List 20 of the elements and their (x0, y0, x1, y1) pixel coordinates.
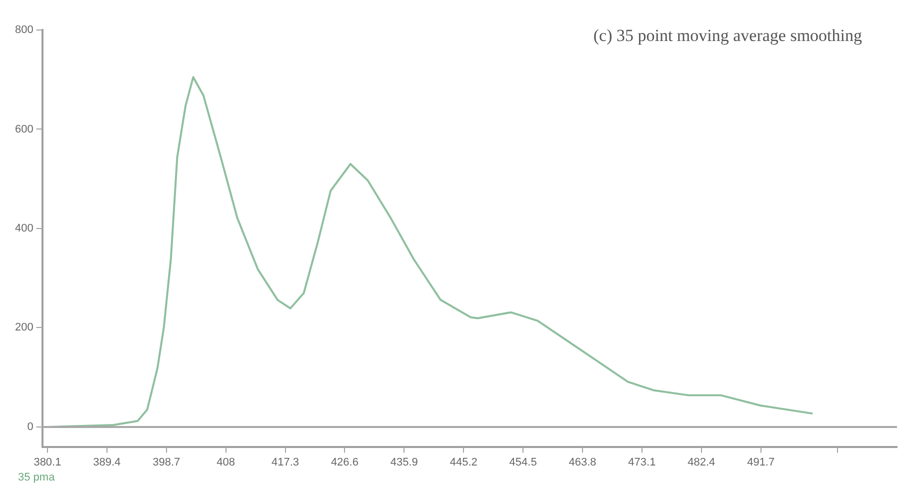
x-tick-label: 417.3 (271, 456, 300, 468)
x-tick-label: 463.8 (568, 456, 596, 468)
y-tick-label: 800 (14, 24, 34, 36)
y-tick-label: 200 (14, 322, 34, 334)
x-tick-label: 482.4 (688, 456, 716, 468)
x-tick-label: 398.7 (152, 456, 180, 468)
x-tick-label: 389.4 (93, 456, 121, 468)
y-tick-label: 0 (27, 420, 34, 433)
x-tick-label: 380.1 (34, 456, 62, 468)
annotation: (c) 35 point moving average smoothing (593, 26, 862, 45)
x-tick-label: 445.2 (450, 456, 478, 468)
x-tick-label: 435.9 (390, 456, 418, 468)
x-tick-label: 408 (216, 456, 235, 468)
x-tick-label: 473.1 (628, 456, 656, 468)
x-tick-label: 491.7 (747, 456, 775, 468)
x-tick-label: 454.5 (509, 456, 537, 468)
x-tick-label: 426.6 (330, 456, 358, 468)
y-tick-label: 400 (14, 222, 34, 235)
text: 35 pma (18, 472, 56, 484)
y-tick-label: 600 (14, 123, 34, 136)
